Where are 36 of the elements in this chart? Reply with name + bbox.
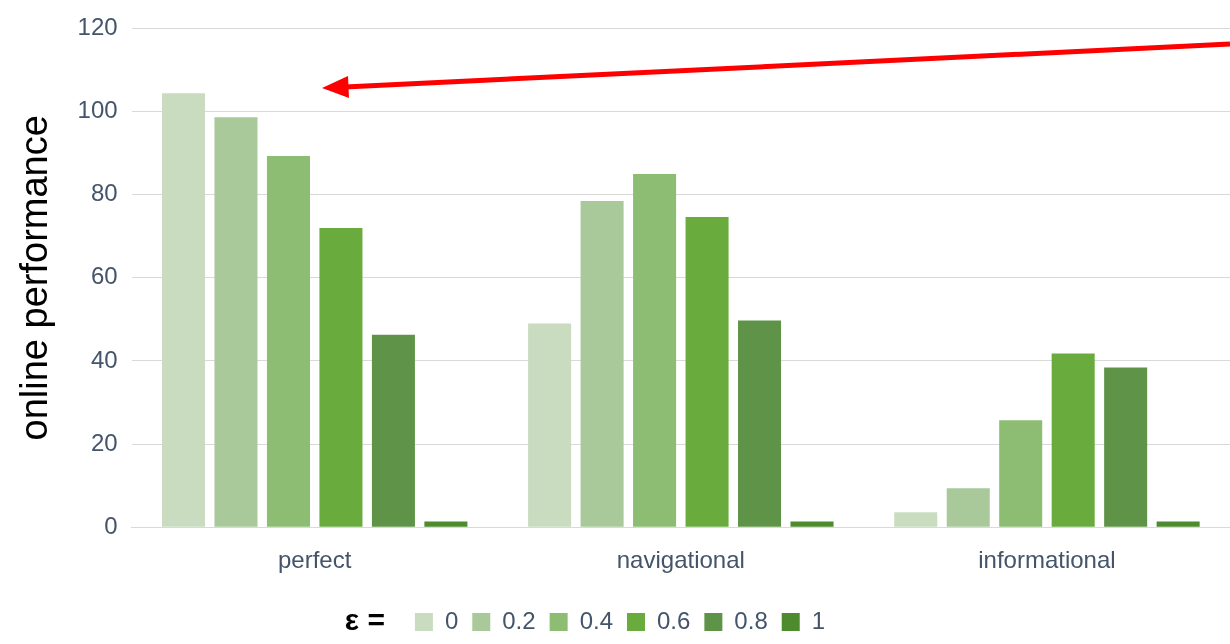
bar: [1051, 353, 1095, 527]
y-tick-label: 60: [90, 262, 118, 290]
legend-label: 0: [444, 606, 459, 634]
bar: [1104, 367, 1148, 527]
x-tick-label: perfect: [278, 546, 352, 574]
x-tick-label: navigational: [616, 546, 745, 574]
bar: [685, 217, 729, 527]
legend-label: 0.2: [502, 606, 536, 634]
bar: [1156, 521, 1200, 527]
bar: [738, 320, 782, 527]
bar: [266, 156, 310, 527]
bar: [319, 227, 363, 527]
bar: [633, 173, 677, 527]
bar: [528, 323, 572, 527]
bar: [946, 488, 990, 527]
bar: [580, 200, 624, 527]
bar: [999, 420, 1043, 527]
bar: [894, 512, 938, 527]
bar: [790, 521, 834, 527]
y-tick-label: 0: [104, 511, 118, 539]
bar: [214, 117, 258, 527]
legend-label: 0.4: [579, 606, 614, 634]
x-tick-label: informational: [978, 546, 1116, 574]
legend-label: 0.6: [657, 606, 691, 634]
bar: [424, 521, 468, 527]
legend-label: 1: [811, 606, 826, 634]
y-tick-label: 20: [90, 428, 118, 456]
legend-label: 0.8: [734, 606, 768, 634]
bar: [371, 334, 415, 527]
y-tick-label: 40: [90, 345, 118, 373]
y-tick-label: 120: [77, 13, 118, 41]
y-tick-label: 100: [77, 96, 118, 124]
y-axis-title: online performance: [13, 115, 56, 441]
legend-title: ε =: [344, 603, 385, 637]
y-tick-label: 80: [90, 179, 118, 207]
bar: [161, 93, 206, 527]
